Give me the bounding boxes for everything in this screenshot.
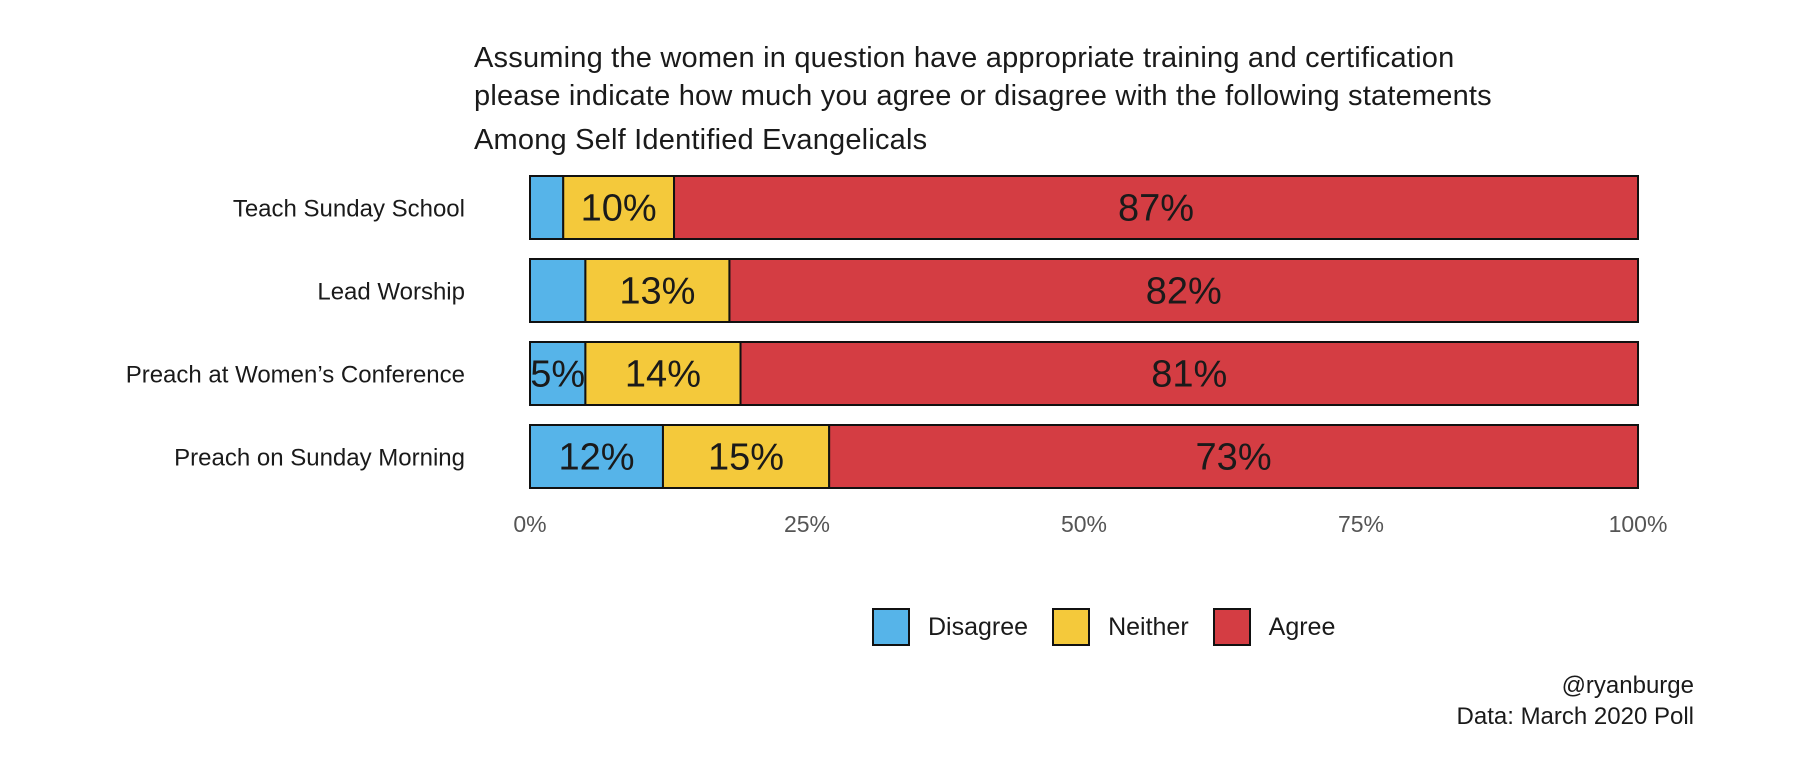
data-label: 81% (1151, 354, 1227, 396)
credit-handle: @ryanburge (1561, 672, 1694, 699)
bar-segment-neither (584, 258, 731, 323)
bar-segment-neither (584, 341, 742, 406)
legend-swatch-agree (1212, 608, 1251, 646)
bar-segment-disagree (529, 258, 587, 323)
data-label: 73% (1196, 437, 1272, 479)
category-label: Teach Sunday School (233, 196, 465, 223)
category-label: Lead Worship (317, 279, 465, 306)
x-tick-label: 75% (1338, 511, 1384, 537)
data-label: 12% (558, 437, 634, 479)
data-label: 10% (581, 188, 657, 230)
bar-segment-neither (661, 424, 831, 489)
bar-segment-agree (728, 258, 1639, 323)
category-label: Preach on Sunday Morning (174, 445, 465, 472)
legend-item-disagree: Disagree (872, 608, 1028, 646)
bar-segment-disagree (529, 341, 587, 406)
legend-swatch-neither (1052, 608, 1091, 646)
legend-label-neither: Neither (1108, 612, 1189, 641)
bar-segment-agree (828, 424, 1639, 489)
legend-label-agree: Agree (1268, 612, 1336, 641)
x-tick-label: 50% (1061, 511, 1107, 537)
bar-segment-disagree (529, 175, 565, 240)
bar-segment-disagree (529, 424, 664, 489)
category-label: Preach at Women’s Conference (126, 362, 465, 389)
x-tick-label: 100% (1609, 511, 1668, 537)
chart-title-line-1: Assuming the women in question have appr… (474, 42, 1455, 74)
legend-item-neither: Neither (1052, 608, 1189, 646)
legend-swatch-disagree (872, 608, 910, 646)
credit-source: Data: March 2020 Poll (1456, 703, 1694, 730)
legend: Disagree Neither Agree (872, 608, 1359, 646)
data-label: 15% (708, 437, 784, 479)
data-label: 13% (619, 271, 695, 313)
legend-label-disagree: Disagree (928, 612, 1029, 641)
chart-title-line-2: please indicate how much you agree or di… (474, 80, 1492, 112)
legend-item-agree: Agree (1212, 608, 1336, 646)
chart-subtitle: Among Self Identified Evangelicals (474, 124, 928, 156)
x-tick-label: 0% (513, 511, 546, 537)
plot-area: Teach Sunday School 10% 87% Lead Worship 13%… (126, 175, 1668, 537)
bar-segment-agree (673, 175, 1639, 240)
data-label: 82% (1146, 271, 1222, 313)
x-tick-label: 25% (784, 511, 830, 537)
bar-segment-agree (739, 341, 1639, 406)
data-label: 5% (530, 354, 585, 396)
data-label: 14% (625, 354, 701, 396)
data-label: 87% (1118, 188, 1194, 230)
